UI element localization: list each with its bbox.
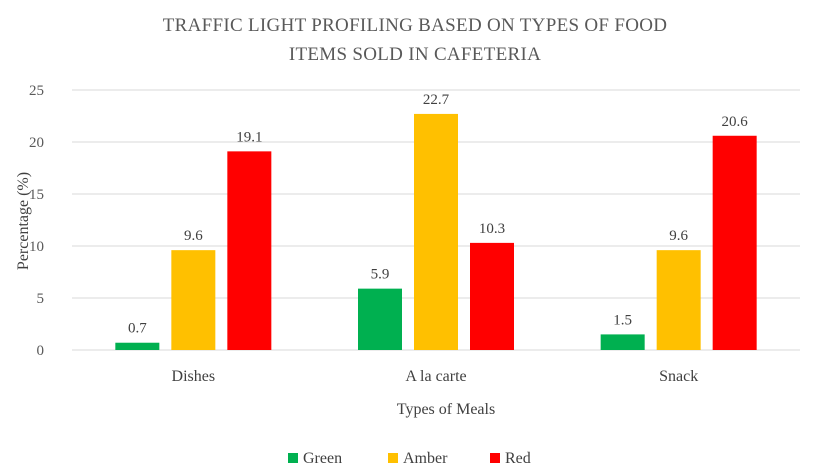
x-category-label: Snack (659, 368, 698, 385)
chart-title-line-2: ITEMS SOLD IN CAFETERIA (289, 44, 541, 65)
data-label: 5.9 (371, 267, 390, 283)
bar-amber (414, 113, 458, 350)
x-category-label: A la carte (405, 368, 466, 385)
bar-green (358, 288, 402, 350)
data-label: 20.6 (722, 114, 749, 130)
y-tick-label: 10 (29, 239, 44, 255)
y-axis-label: Percentage (%) (15, 172, 32, 270)
bar-red (712, 135, 757, 350)
legend-swatch-green (288, 453, 298, 463)
data-label: 9.6 (669, 228, 688, 244)
bar-red (470, 242, 514, 350)
y-tick-label: 25 (29, 83, 44, 99)
data-label: 0.7 (128, 321, 147, 337)
bar-red (227, 151, 272, 350)
x-axis-categories: Dishes A la carte Snack (172, 368, 699, 385)
y-tick-label: 15 (29, 187, 44, 203)
data-label: 22.7 (423, 92, 450, 108)
y-tick-label: 5 (37, 291, 45, 307)
chart-title-line-1: TRAFFIC LIGHT PROFILING BASED ON TYPES O… (163, 15, 668, 36)
x-axis-label: Types of Meals (397, 401, 495, 418)
y-tick-label: 20 (29, 135, 44, 151)
bar-green (115, 342, 160, 350)
bar-green (600, 334, 645, 350)
data-label: 19.1 (236, 129, 262, 145)
x-category-label: Dishes (172, 368, 216, 385)
data-label: 1.5 (613, 312, 632, 328)
y-axis-ticks: 0 5 10 15 20 25 (29, 83, 44, 359)
bars (115, 113, 757, 350)
legend-label: Amber (403, 450, 448, 467)
legend: Green Amber Red (288, 450, 531, 467)
bar-amber (656, 250, 701, 350)
data-labels: 0.7 9.6 19.1 5.9 22.7 10.3 1.5 9.6 20.6 (128, 92, 748, 337)
data-label: 9.6 (184, 228, 203, 244)
legend-swatch-amber (388, 453, 398, 463)
y-tick-label: 0 (37, 343, 45, 359)
legend-swatch-red (490, 453, 500, 463)
legend-label: Green (303, 450, 342, 467)
legend-label: Red (505, 450, 531, 467)
bar-amber (171, 250, 216, 350)
data-label: 10.3 (479, 221, 505, 237)
